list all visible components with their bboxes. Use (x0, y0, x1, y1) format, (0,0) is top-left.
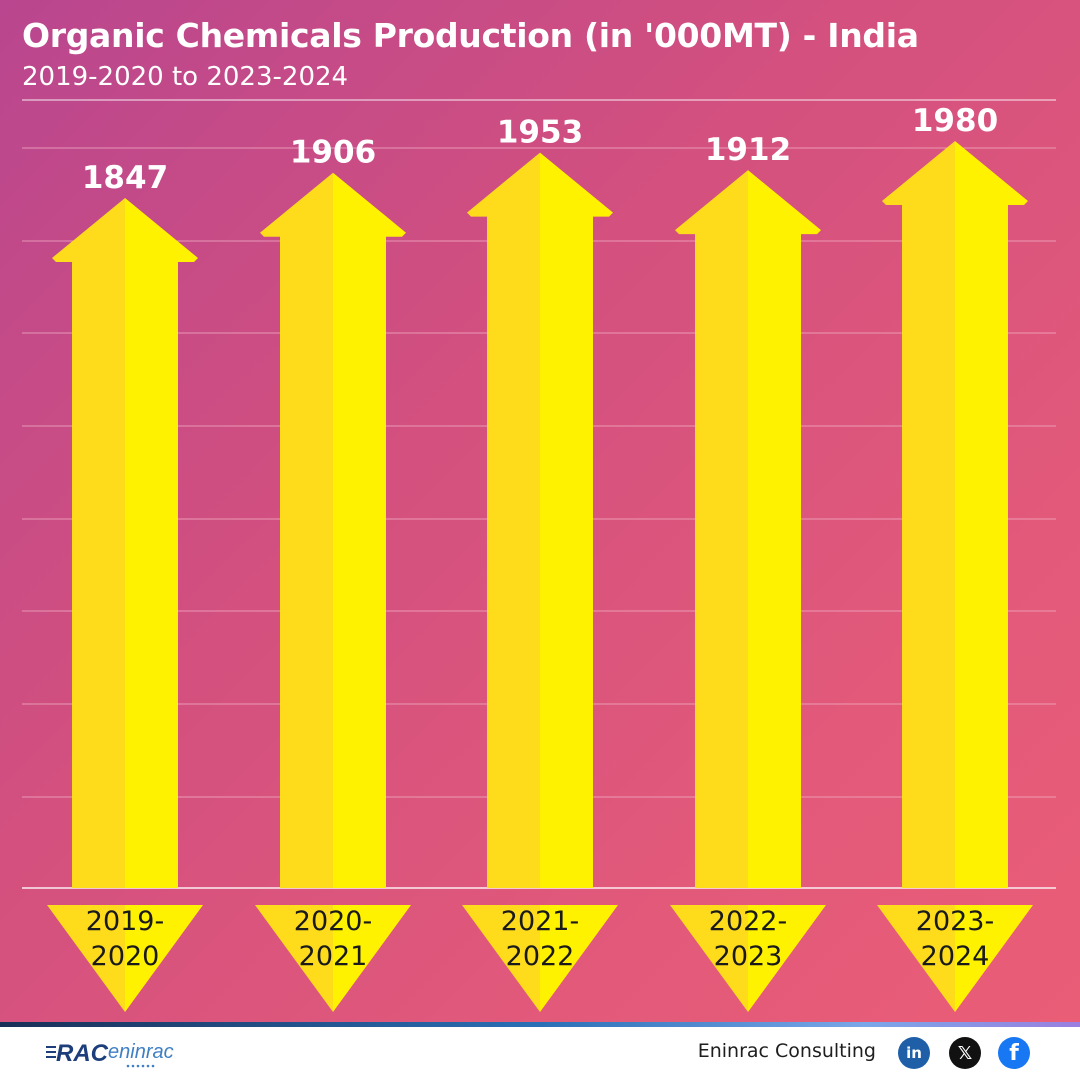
data-label: 1847 (82, 160, 168, 196)
category-marker-shade (47, 905, 125, 1012)
data-label: 1980 (912, 103, 998, 139)
data-label: 1912 (705, 132, 791, 168)
linkedin-icon[interactable]: in (898, 1037, 930, 1069)
x-tick-label: 2022 (506, 941, 575, 972)
bar-arrow-2019-2020-shade (52, 198, 125, 888)
x-tick-label: 2019- (86, 906, 164, 937)
infographic-canvas: Organic Chemicals Production (in '000MT)… (0, 0, 1080, 1022)
bar-arrow-2020-2021-shade (260, 172, 333, 888)
bar-chart: 1847 2019- 2020 1906 2020- 2021 1953 2021- 2022 1… (22, 103, 1056, 1012)
category-marker-shade (670, 905, 748, 1012)
chart-subtitle: 2019-2020 to 2023-2024 (22, 62, 349, 92)
bar-arrow-2019-2020 (125, 198, 198, 888)
bar-arrow-2022-2023-shade (675, 170, 748, 889)
category-marker-shade (877, 905, 955, 1012)
category-marker (540, 905, 618, 1012)
bar-arrow-2020-2021 (333, 172, 406, 888)
bar-arrow-2021-2022 (540, 152, 613, 889)
category-marker-shade (255, 905, 333, 1012)
category-marker (333, 905, 411, 1012)
company-name: Eninrac Consulting (697, 1040, 876, 1062)
logo-wordmark: eninrac (108, 1041, 174, 1063)
x-tick-label: 2020- (294, 906, 372, 937)
category-marker (748, 905, 826, 1012)
category-marker (125, 905, 203, 1012)
bar-arrow-2021-2022-shade (467, 152, 540, 889)
x-tick-label: 2021 (299, 941, 368, 972)
x-tick-label: 2023- (916, 906, 994, 937)
bar-arrow-2023-2024-shade (882, 141, 955, 888)
facebook-icon[interactable]: f (998, 1037, 1030, 1069)
x-tick-label: 2021- (501, 906, 579, 937)
category-marker (955, 905, 1033, 1012)
data-label: 1953 (497, 115, 583, 151)
x-icon[interactable]: 𝕏 (949, 1037, 981, 1069)
data-label: 1906 (290, 135, 376, 171)
x-tick-label: 2022- (709, 906, 787, 937)
x-tick-label: 2024 (921, 941, 990, 972)
bar-arrow-2023-2024 (955, 141, 1028, 888)
logo-mark: RAC eninrac (46, 1040, 174, 1068)
x-tick-label: 2023 (714, 941, 783, 972)
footer-divider (0, 1022, 1080, 1027)
chart-title: Organic Chemicals Production (in '000MT)… (22, 16, 919, 55)
bar-arrow-2022-2023 (748, 170, 821, 889)
x-tick-label: 2020 (91, 941, 160, 972)
eninrac-logo: RAC eninrac (46, 1036, 181, 1070)
category-marker-shade (462, 905, 540, 1012)
logo-mark-text: RAC (56, 1040, 109, 1067)
